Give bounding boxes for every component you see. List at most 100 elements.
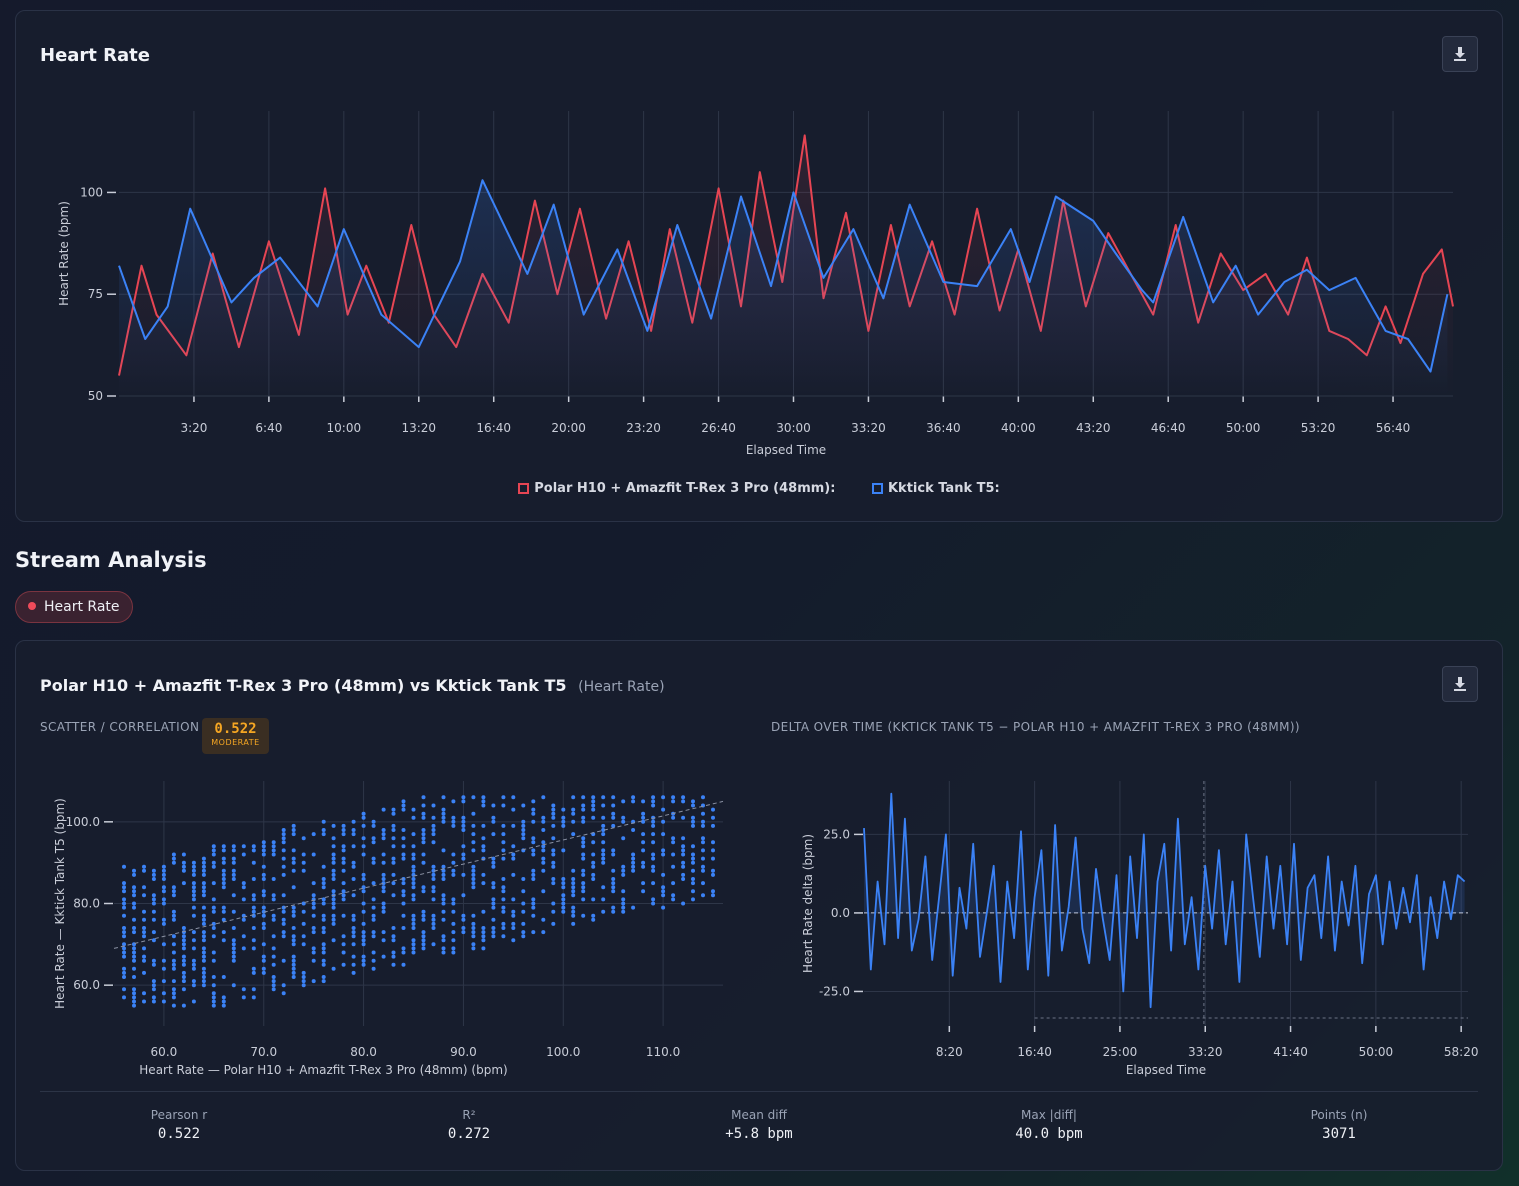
scatter-point — [241, 885, 246, 890]
scatter-point — [191, 983, 196, 988]
scatter-point — [201, 893, 206, 898]
scatter-point — [171, 942, 176, 947]
scatter-point — [391, 836, 396, 841]
scatter-point — [611, 877, 616, 881]
scatter-point — [251, 893, 256, 898]
scatter-point — [221, 938, 226, 943]
scatter-point — [221, 975, 226, 979]
x-tick-label: 13:20 — [401, 421, 436, 435]
scatter-point — [431, 897, 436, 902]
scatter-point — [471, 885, 476, 890]
scatter-point — [611, 823, 616, 828]
scatter-point — [431, 803, 436, 808]
scatter-points — [122, 795, 715, 1008]
scatter-point — [241, 934, 246, 939]
scatter-point — [251, 970, 256, 975]
scatter-point — [241, 995, 246, 1000]
scatter-point — [691, 852, 695, 857]
scatter-point — [521, 819, 526, 824]
scatter-point — [611, 881, 616, 886]
scatter-point — [251, 966, 256, 971]
scatter-point — [301, 921, 306, 926]
scatter-point — [531, 836, 536, 841]
scatter-point — [171, 909, 176, 914]
stat-points: Points (n) 3071 — [1259, 1108, 1419, 1142]
scatter-point — [581, 840, 586, 845]
scatter-point — [661, 852, 666, 857]
scatter-point — [321, 950, 326, 955]
scatter-point — [122, 864, 126, 869]
scatter-point — [541, 844, 546, 849]
scatter-point — [231, 893, 236, 898]
scatter-point — [601, 828, 606, 832]
legend-item-kktick[interactable]: Kktick Tank T5: — [871, 481, 1000, 496]
scatter-point — [171, 979, 176, 984]
legend-item-polar[interactable]: Polar H10 + Amazfit T-Rex 3 Pro (48mm): — [518, 481, 835, 496]
scatter-point — [451, 921, 456, 926]
x-axis-label: Elapsed Time — [746, 443, 826, 457]
scatter-point — [451, 872, 456, 877]
scatter-point — [261, 864, 266, 869]
scatter-point — [211, 934, 216, 939]
scatter-point — [321, 897, 326, 902]
download-button[interactable] — [1442, 36, 1478, 72]
scatter-point — [611, 803, 616, 808]
scatter-point — [521, 921, 526, 926]
scatter-point — [231, 938, 236, 943]
scatter-point — [401, 807, 406, 812]
stream-color-dot — [28, 602, 36, 610]
scatter-point — [161, 897, 166, 902]
scatter-point — [581, 913, 586, 918]
stream-filter-heart-rate[interactable]: Heart Rate — [15, 591, 133, 623]
scatter-point — [271, 844, 276, 849]
scatter-point — [561, 893, 566, 898]
scatter-point — [431, 917, 436, 922]
scatter-point — [231, 860, 236, 865]
scatter-point — [691, 799, 695, 804]
comparison-download-button[interactable] — [1442, 666, 1478, 702]
scatter-point — [411, 807, 416, 812]
scatter-point — [411, 864, 416, 869]
scatter-point — [261, 844, 266, 849]
scatter-point — [631, 860, 636, 865]
scatter-point — [321, 958, 326, 963]
scatter-point — [701, 819, 705, 824]
scatter-point — [451, 950, 456, 955]
scatter-point — [461, 795, 466, 800]
scatter-point — [501, 889, 506, 894]
scatter-point — [431, 868, 436, 873]
scatter-point — [132, 901, 136, 906]
scatter-point — [621, 836, 626, 841]
scatter-point — [441, 917, 446, 922]
scatter-point — [151, 938, 156, 943]
scatter-point — [451, 897, 456, 902]
scatter-point — [191, 864, 196, 869]
scatter-point — [371, 856, 376, 861]
scatter-point — [621, 897, 626, 902]
scatter-point — [301, 836, 306, 841]
scatter-point — [341, 856, 346, 861]
scatter-point — [381, 832, 386, 837]
scatter-point — [261, 909, 266, 914]
scatter-point — [231, 844, 236, 849]
scatter-point — [471, 926, 476, 930]
scatter-point — [151, 962, 156, 967]
scatter-point — [601, 885, 606, 890]
scatter-point — [671, 795, 676, 800]
scatter-point — [641, 799, 646, 804]
scatter-point — [491, 819, 496, 824]
scatter-point — [541, 828, 546, 832]
scatter-point — [181, 1003, 186, 1008]
scatter-point — [351, 844, 356, 849]
scatter-point — [341, 844, 346, 849]
x-tick-label: 36:40 — [926, 421, 961, 435]
scatter-point — [421, 885, 426, 890]
scatter-point — [541, 930, 546, 935]
scatter-point — [631, 852, 636, 857]
scatter-point — [511, 844, 516, 849]
scatter-point — [201, 930, 206, 935]
scatter-point — [581, 889, 586, 894]
scatter-point — [201, 913, 206, 918]
scatter-point — [371, 950, 376, 955]
scatter-point — [641, 811, 646, 816]
